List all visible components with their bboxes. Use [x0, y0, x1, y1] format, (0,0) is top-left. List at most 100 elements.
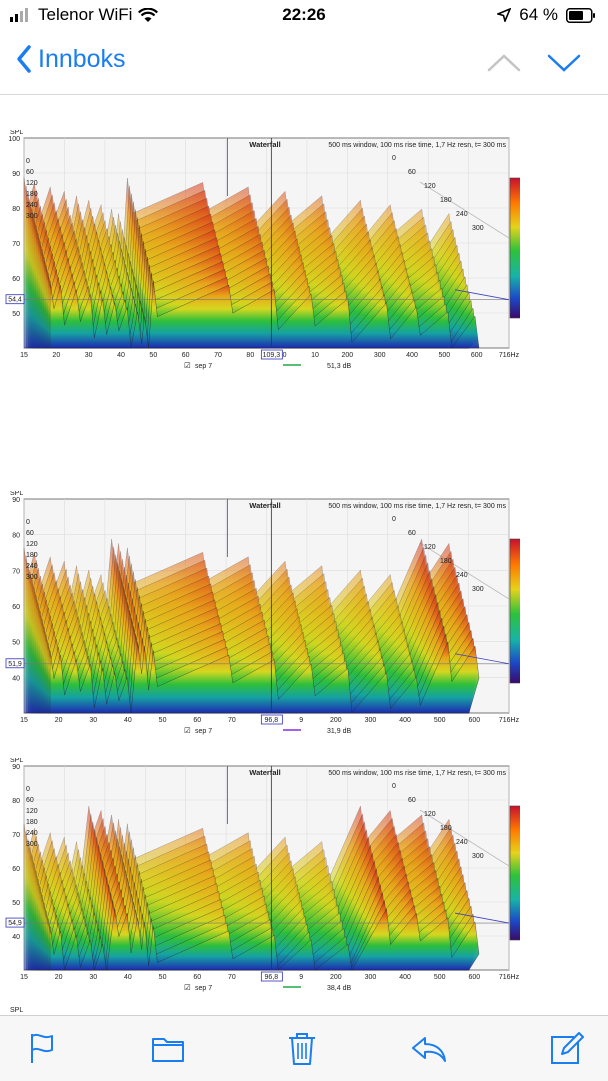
x-tick-label: 20	[55, 974, 63, 981]
compose-button[interactable]	[548, 1030, 584, 1066]
x-tick-label: 500	[434, 717, 446, 724]
color-scale-bar	[509, 177, 533, 319]
time-axis-label: 60	[26, 797, 34, 804]
y-tick-label: 100	[8, 136, 20, 143]
cursor-x-value: 96,8	[265, 974, 279, 981]
navigation-bar: Innboks	[0, 30, 608, 95]
reply-button[interactable]	[410, 1030, 448, 1066]
delete-button[interactable]	[284, 1030, 320, 1066]
x-tick-label: 400	[406, 352, 418, 359]
x-tick-label: 400	[399, 974, 411, 981]
x-tick-label: 300	[374, 352, 386, 359]
x-tick-label: 600	[469, 717, 481, 724]
time-axis-label: 180	[440, 558, 452, 565]
y-tick-label: 60	[12, 866, 20, 873]
chart-title: Waterfall	[249, 140, 280, 149]
cursor-x-value: 96,8	[265, 717, 279, 724]
cursor-depth	[454, 912, 510, 924]
y-tick-label: 50	[12, 311, 20, 318]
x-tick-label: 40	[124, 974, 132, 981]
x-tick-label: 30	[89, 717, 97, 724]
cursor-x-box	[260, 349, 283, 360]
compose-icon	[551, 1032, 584, 1064]
chevron-down-icon	[547, 54, 581, 72]
legend-series-name: sep 7	[195, 363, 212, 370]
y-tick-label: 40	[12, 675, 20, 682]
legend-value: 31,9 dB	[327, 728, 351, 735]
x-tick-label: 400	[399, 717, 411, 724]
x-tick-label: 716Hz	[499, 352, 520, 359]
cursor-depth	[454, 289, 510, 301]
waterfall-slice	[49, 908, 480, 971]
y-tick-label: 80	[12, 206, 20, 213]
x-tick-label: 60	[193, 974, 201, 981]
x-tick-label: 70	[214, 352, 222, 359]
y-tick-label: 40	[12, 934, 20, 941]
back-button[interactable]: Innboks	[16, 44, 126, 74]
y-tick-label: 60	[12, 604, 20, 611]
spl-axis-label: SPL	[10, 130, 23, 136]
time-axis-label: 180	[26, 819, 38, 826]
location-arrow-icon	[497, 8, 512, 22]
x-tick-label: 716Hz	[499, 974, 520, 981]
time-axis-label: 120	[424, 183, 436, 190]
flag-button[interactable]	[24, 1030, 60, 1066]
x-tick-label: 200	[330, 974, 342, 981]
time-axis-label: 180	[440, 197, 452, 204]
y-tick-label: 50	[12, 900, 20, 907]
cursor-y-value: 54,9	[8, 920, 22, 927]
time-axis-label: 240	[26, 202, 38, 209]
previous-message-button[interactable]	[484, 46, 524, 78]
battery-icon	[566, 7, 595, 23]
time-axis-label: 0	[26, 786, 30, 793]
x-tick-label: 50	[149, 352, 157, 359]
time-axis-label: 60	[408, 797, 416, 804]
flag-icon	[31, 1033, 53, 1063]
x-tick-label: 80	[246, 352, 254, 359]
next-message-button[interactable]	[544, 46, 584, 78]
time-axis-label: 180	[440, 825, 452, 832]
time-axis-label: 120	[424, 811, 436, 818]
time-axis-label: 60	[26, 169, 34, 176]
message-body: SPL1009080706050152030405060708090102003…	[0, 95, 608, 1015]
legend-series-name: sep 7	[195, 728, 212, 735]
x-tick-label: 9	[299, 974, 303, 981]
time-axis-label: 120	[26, 541, 38, 548]
x-tick-label: 30	[89, 974, 97, 981]
folder-icon	[152, 1038, 184, 1062]
cursor-depth	[454, 653, 510, 665]
x-tick-label: 70	[228, 974, 236, 981]
spl-axis-label: SPL	[10, 491, 23, 497]
waterfall-chart: SPL1009080706050152030405060708090102003…	[0, 129, 542, 386]
chart-info-text: 500 ms window, 100 ms rise time, 1,7 Hz …	[328, 770, 506, 777]
time-axis-label: 300	[26, 841, 38, 848]
time-axis-label: 240	[456, 572, 468, 579]
status-right: 64 %	[497, 5, 596, 25]
waterfall-slice	[49, 641, 480, 714]
time-axis-label: 300	[26, 574, 38, 581]
x-tick-label: 40	[124, 717, 132, 724]
time-axis-label: 0	[26, 519, 30, 526]
legend-checkbox: ☑	[184, 361, 191, 370]
x-tick-label: 20	[55, 717, 63, 724]
time-axis-label: 60	[408, 530, 416, 537]
carrier-name: Telenor WiFi	[38, 5, 133, 24]
back-label: Innboks	[38, 44, 126, 73]
x-tick-label: 500	[438, 352, 450, 359]
y-tick-label: 90	[12, 497, 20, 504]
time-axis-label: 180	[26, 552, 38, 559]
x-tick-label: 15	[20, 974, 28, 981]
move-to-folder-button[interactable]	[150, 1030, 186, 1066]
x-tick-label: 70	[228, 717, 236, 724]
status-left: Telenor WiFi	[10, 5, 159, 25]
x-tick-label: 15	[20, 717, 28, 724]
waterfall-slice	[49, 280, 480, 349]
waterfall-chart: SPL9080706050401520304050607080920030040…	[0, 757, 542, 1008]
time-axis-label: 300	[26, 213, 38, 220]
time-axis-label: 120	[26, 808, 38, 815]
y-tick-label: 60	[12, 276, 20, 283]
chart-info-text: 500 ms window, 100 ms rise time, 1,7 Hz …	[328, 503, 506, 510]
x-tick-label: 500	[434, 974, 446, 981]
cursor-y-box	[5, 658, 25, 669]
legend-checkbox: ☑	[184, 726, 191, 735]
